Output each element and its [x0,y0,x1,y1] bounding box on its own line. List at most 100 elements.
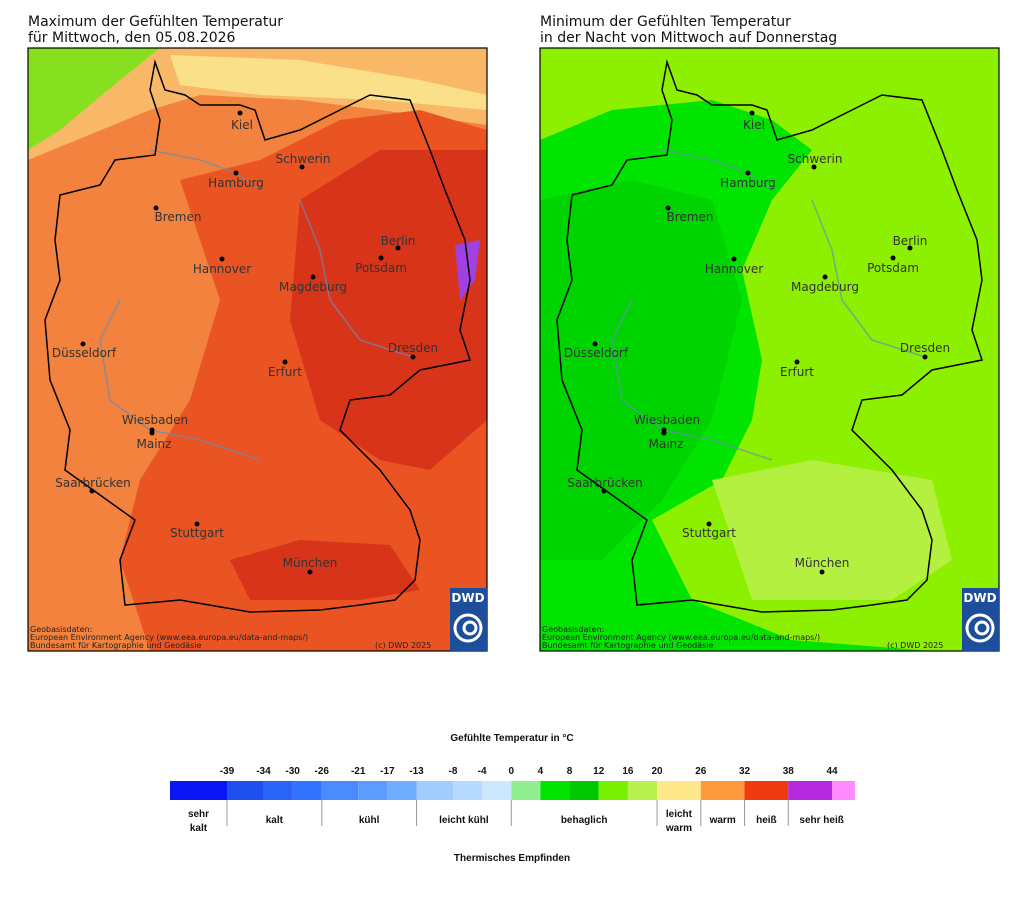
city-label: Hamburg [208,176,264,190]
city-dot [395,245,401,251]
legend-swatch [744,781,789,800]
city-dot [153,205,159,211]
city-dot [237,110,243,116]
city-dot [219,256,225,262]
city-label: Schwerin [788,152,843,166]
city-dot [749,110,755,116]
legend-tick-label: -34 [256,766,271,777]
river [149,149,261,191]
legend-swatch [482,781,512,800]
map-title: Maximum der Gefühlten Temperatur [28,14,283,30]
legend-tick-label: -8 [449,766,458,777]
city-dot [310,274,316,280]
legend-swatch [657,781,701,800]
legend-category: warm [665,823,692,834]
city-label: Düsseldorf [564,346,629,360]
legend-swatch [511,781,541,800]
city-dot [745,170,751,176]
legend-swatch [170,781,227,800]
copyright: (c) DWD 2025 [375,641,431,650]
legend-swatch [569,781,599,800]
dwd-logo-swirl [453,613,483,643]
city-label: Bremen [667,210,714,224]
attribution: European Environment Agency (www.eea.eur… [542,633,820,642]
river [661,149,773,191]
city-dot [378,255,384,261]
legend-category: leicht [666,809,693,820]
legend-swatch [627,781,658,800]
copyright: (c) DWD 2025 [887,641,943,650]
city-label: Stuttgart [170,526,224,540]
city-label: Mainz [649,437,684,451]
city-label: Schwerin [276,152,331,166]
legend-category: sehr [188,809,209,820]
map-frame [27,47,488,652]
attribution: European Environment Agency (www.eea.eur… [30,633,308,642]
legend-tick-label: 16 [622,766,634,777]
city-dot [410,354,416,360]
legend-tick-label: 8 [567,766,573,777]
legend-swatch [227,781,264,800]
legend-category: sehr heiß [799,815,843,826]
legend-tick-label: 44 [826,766,838,777]
legend-swatch [263,781,293,800]
city-label: Saarbrücken [567,476,643,490]
legend-swatch [416,781,453,800]
city-dot [907,245,913,251]
city-dot [80,341,86,347]
legend-category: heiß [756,815,777,826]
city-dot [89,488,95,494]
temperature-area [540,180,742,560]
city-label: Hannover [705,262,763,276]
legend-swatch [540,781,570,800]
legend-category: behaglich [561,815,608,826]
dwd-logo-swirl [965,613,995,643]
legend-tick-label: -26 [315,766,330,777]
map-title: für Mittwoch, den 05.08.2026 [28,30,236,46]
map-frame [539,47,1000,652]
temperature-area [230,540,420,600]
legend-swatch [292,781,322,800]
city-label: Wiesbaden [634,413,700,427]
map-title: Minimum der Gefühlten Temperatur [540,14,791,30]
attribution: Bundesamt für Kartographie und Geodäsie [30,641,201,650]
city-label: Stuttgart [682,526,736,540]
city-label: Mainz [137,437,172,451]
legend-tick-label: -13 [409,766,424,777]
legend-swatch [832,781,855,800]
legend-tick-label: 4 [538,766,544,777]
legend-tick-label: 20 [651,766,663,777]
legend-category: kalt [190,823,208,834]
city-dot [811,164,817,170]
temperature-area [455,240,480,300]
city-dot [922,354,928,360]
temperature-area [28,48,160,150]
legend-category: kühl [359,815,380,826]
dwd-logo-swirl [462,620,478,636]
country-border [556,59,983,613]
city-label: Kiel [231,118,253,132]
attribution: Bundesamt für Kartographie und Geodäsie [542,641,713,650]
city-label: Kiel [743,118,765,132]
city-dot [149,430,155,436]
legend-tick-label: 0 [508,766,514,777]
dwd-logo-text: DWD [451,591,484,605]
city-label: Dresden [388,341,438,355]
city-label: Saarbrücken [55,476,131,490]
legend-swatch [452,781,483,800]
map-title: in der Nacht von Mittwoch auf Donnerstag [540,30,837,46]
river [299,199,414,358]
legend-swatch [700,781,745,800]
city-dot [822,274,828,280]
city-dot [890,255,896,261]
legend-tick-label: -30 [285,766,300,777]
legend-tick-label: -39 [220,766,235,777]
river [99,299,261,461]
river [811,199,926,358]
legend-category: kalt [266,815,284,826]
river [611,299,773,461]
city-label: Erfurt [780,365,814,379]
legend-swatch [387,781,417,800]
city-dot [819,569,825,575]
